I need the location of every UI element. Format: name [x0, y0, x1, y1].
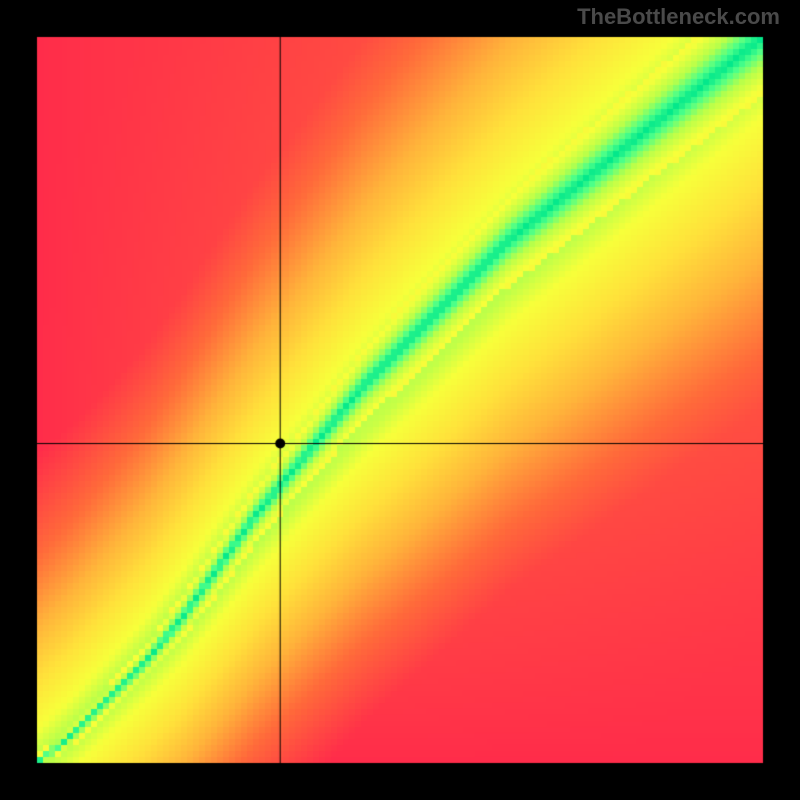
chart-container: TheBottleneck.com [0, 0, 800, 800]
bottleneck-heatmap [0, 0, 800, 800]
watermark-text: TheBottleneck.com [577, 4, 780, 30]
